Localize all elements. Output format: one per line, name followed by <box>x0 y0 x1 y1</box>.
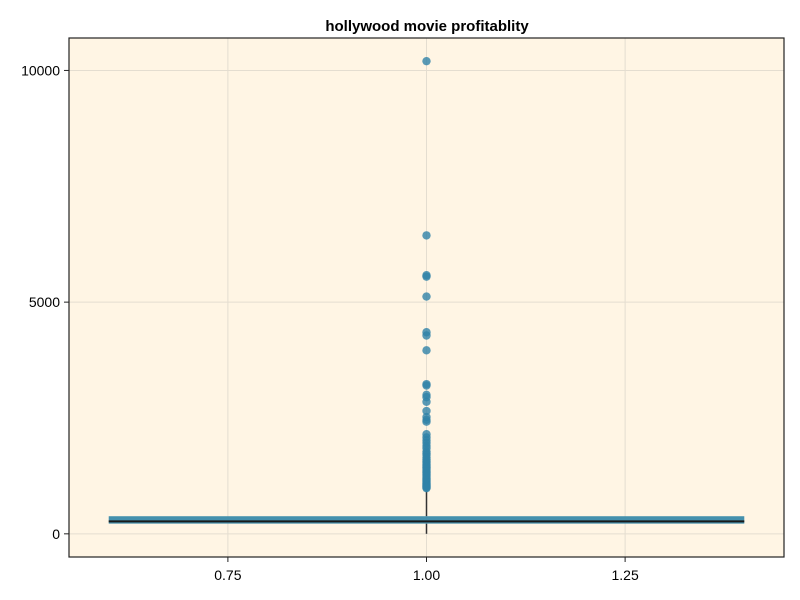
x-tick-label: 0.75 <box>214 567 241 583</box>
box-plot <box>108 489 745 534</box>
ticks: 0.75 1.00 1.25 0 5000 10000 <box>21 62 639 583</box>
outlier-point <box>422 272 431 281</box>
outliers <box>422 56 431 493</box>
outlier-point <box>422 417 431 426</box>
outlier-point <box>422 56 431 66</box>
outlier-point <box>422 346 431 355</box>
x-tick-label: 1.25 <box>611 567 638 583</box>
outlier-point <box>422 483 431 493</box>
x-tick-label: 1.00 <box>413 567 440 583</box>
outlier-point <box>422 231 431 240</box>
outlier-point <box>422 397 431 406</box>
outlier-point <box>422 292 431 301</box>
y-tick-label: 5000 <box>29 294 60 310</box>
outlier-point <box>422 381 431 390</box>
y-tick-label: 0 <box>52 526 60 542</box>
y-tick-label: 10000 <box>21 62 60 78</box>
box <box>108 516 745 524</box>
outlier-point <box>422 331 431 340</box>
chart-title: hollywood movie profitablity <box>325 18 529 35</box>
outlier-point <box>422 406 431 416</box>
